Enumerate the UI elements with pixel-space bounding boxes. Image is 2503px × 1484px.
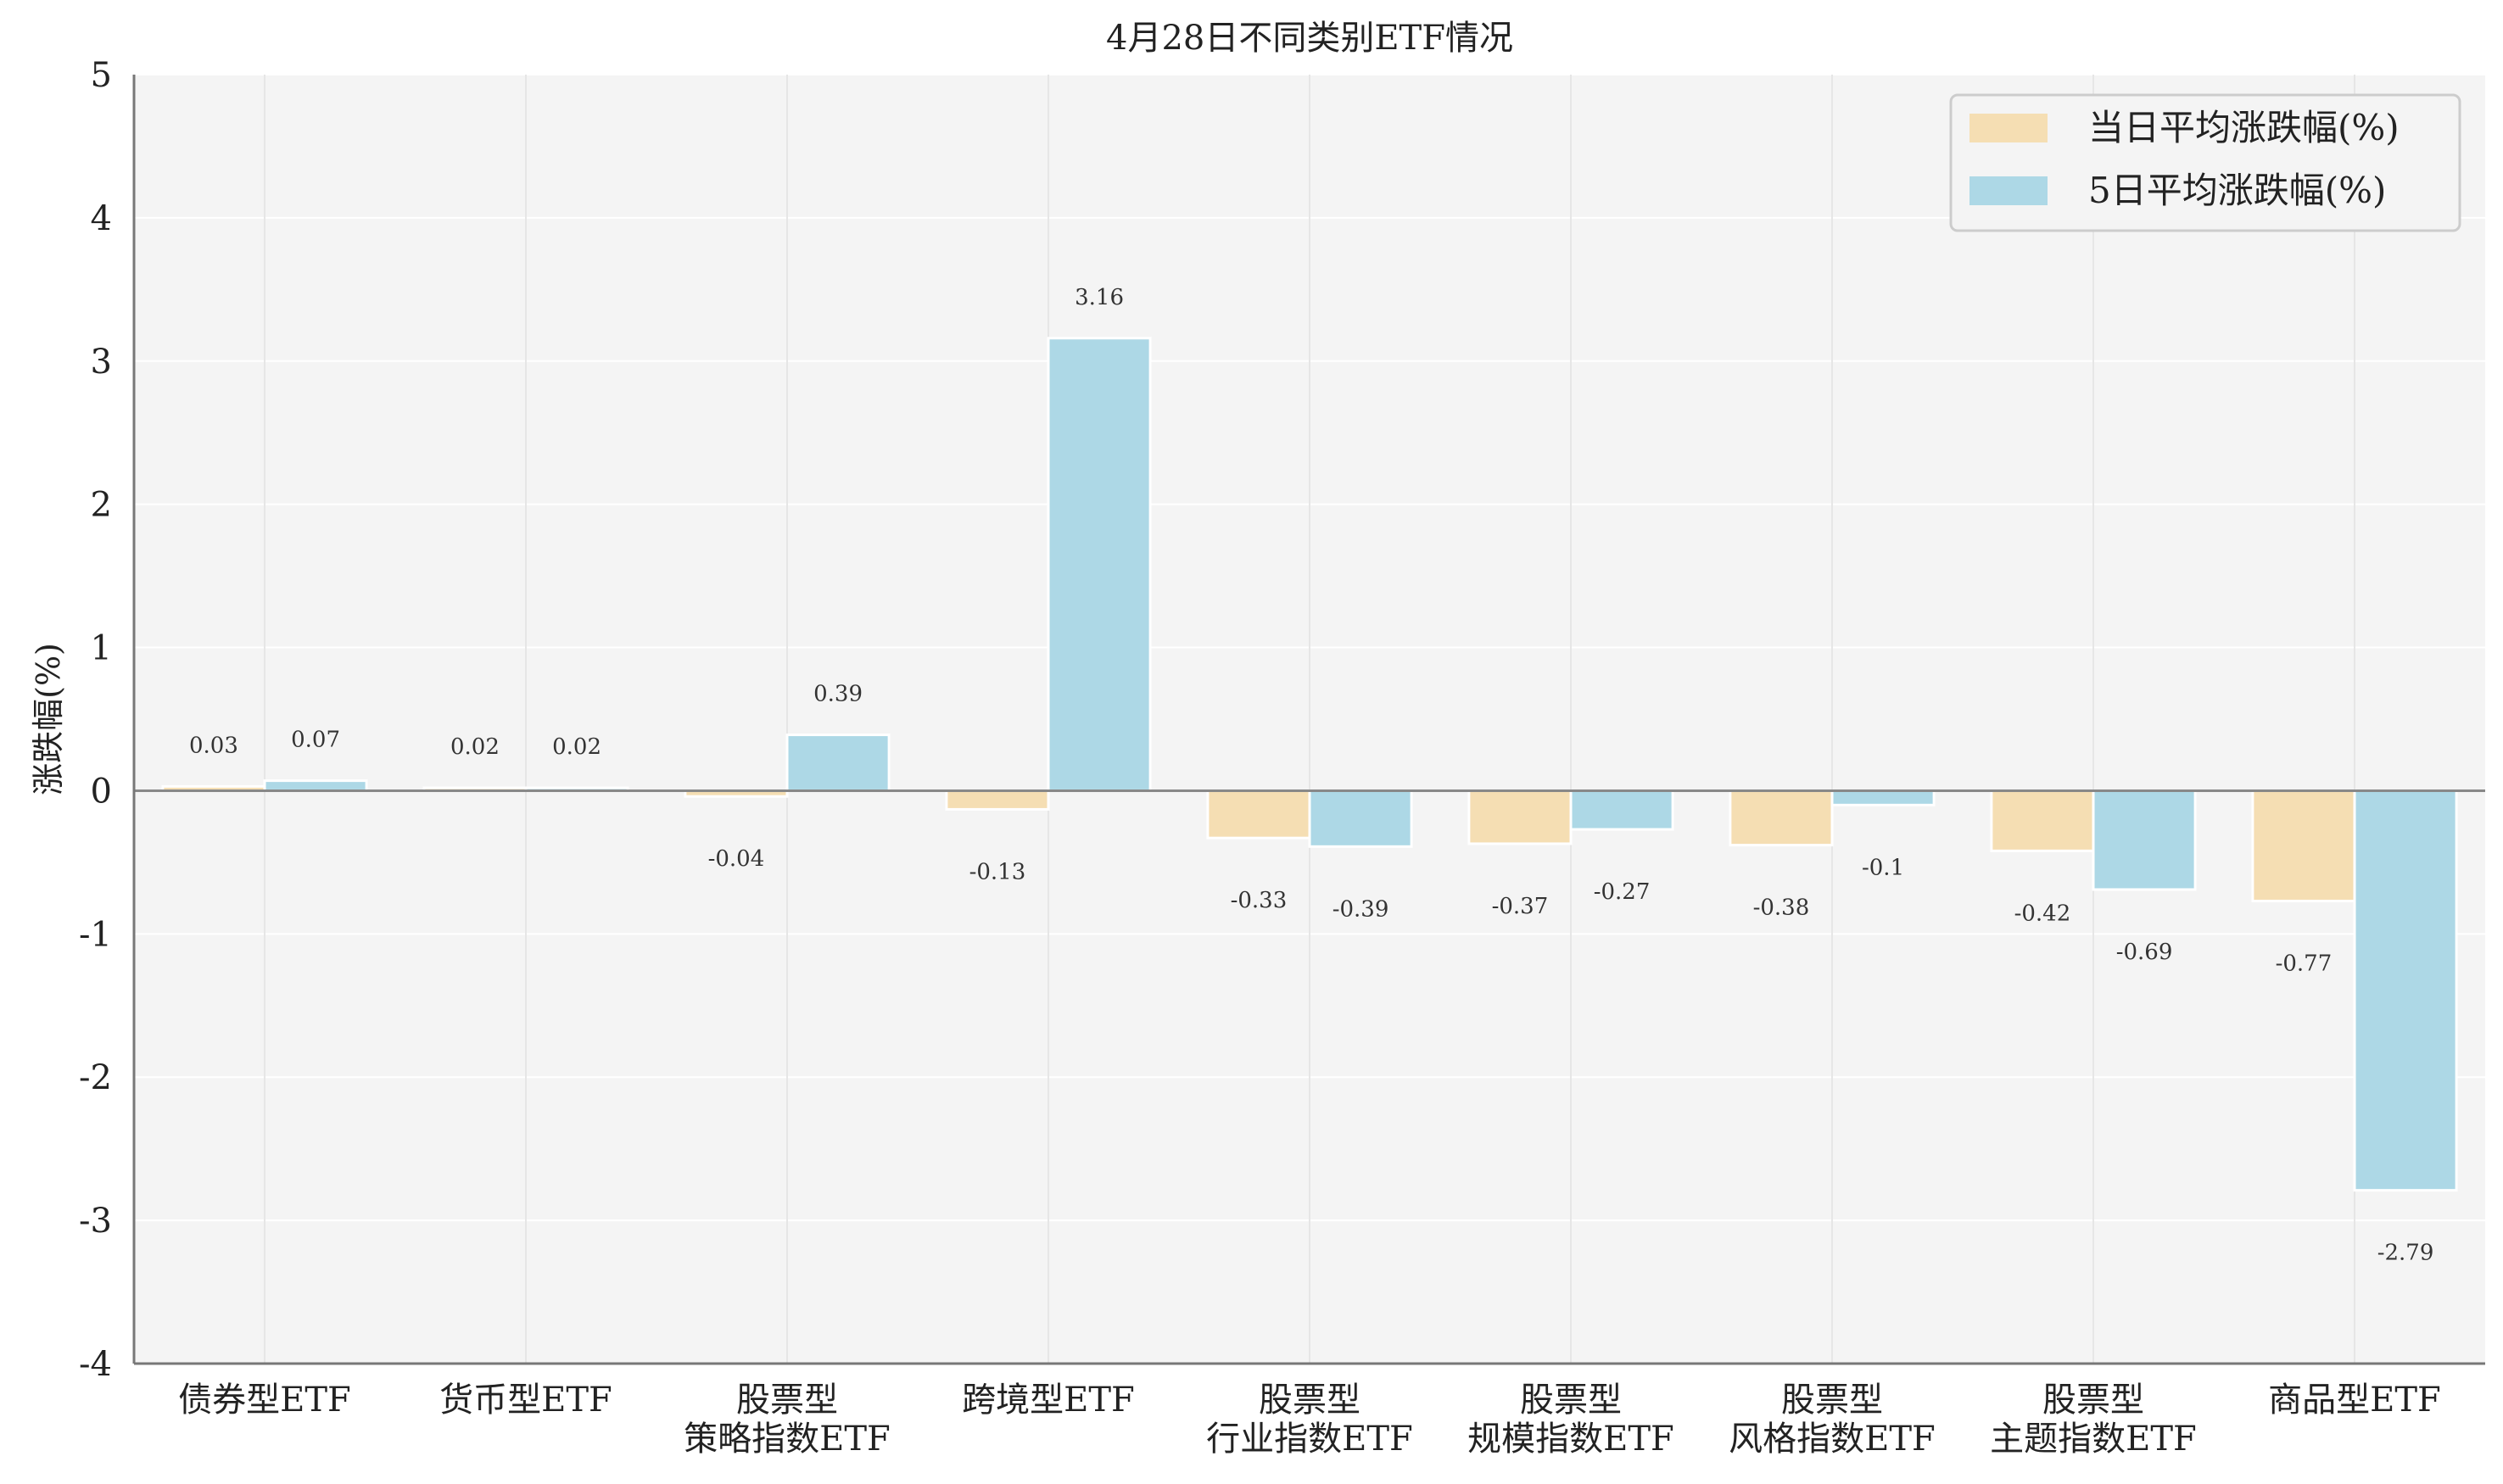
legend-label-5day: 5日平均涨跌幅(%)	[2088, 170, 2386, 211]
daily-bar	[1467, 789, 1573, 845]
data-label: -0.27	[1594, 879, 1651, 905]
y-tick-label: 5	[91, 56, 112, 95]
x-tick-label: 股票型	[1520, 1381, 1622, 1420]
y-tick-label: -1	[79, 915, 112, 954]
y-tick-label: 0	[91, 772, 112, 811]
daily-bar	[2251, 789, 2356, 902]
legend-box	[1949, 93, 2461, 232]
data-label: -0.13	[969, 859, 1026, 884]
data-labels: 0.03 0.02 -0.04 -0.13 -0.33 -0.37 -0.38 -0.42 -0…	[189, 285, 2433, 1266]
y-tick-label: -2	[79, 1058, 112, 1097]
daily-bar	[1729, 789, 1834, 847]
five-day-bar	[2092, 789, 2197, 891]
data-label: -0.69	[2116, 940, 2173, 965]
daily-bar	[1206, 789, 1311, 840]
x-tick-label: 股票型	[1781, 1381, 1883, 1420]
data-label: -0.77	[2276, 951, 2333, 976]
daily-bar	[945, 789, 1050, 811]
five-day-bar	[1308, 789, 1413, 848]
five-day-bar	[1830, 789, 1936, 806]
five-day-bar	[785, 734, 891, 792]
x-tick-label: 股票型	[1259, 1381, 1360, 1420]
x-tick-label: 货币型ETF	[439, 1381, 612, 1420]
y-axis-label: 涨跌幅(%)	[30, 643, 67, 795]
legend: 当日平均涨跌幅(%) 5日平均涨跌幅(%)	[1949, 93, 2461, 232]
data-label: -0.39	[1333, 896, 1389, 922]
x-tick-label: 债券型ETF	[178, 1381, 351, 1420]
legend-label-daily: 当日平均涨跌幅(%)	[2088, 107, 2400, 148]
data-label: -2.79	[2377, 1241, 2434, 1266]
data-label: 0.02	[552, 734, 601, 760]
data-label: -0.38	[1753, 895, 1810, 921]
daily-bar	[1990, 789, 2095, 852]
data-label: 0.07	[291, 728, 340, 753]
x-tick-label: 股票型	[736, 1381, 838, 1420]
five-day-bar	[263, 779, 368, 792]
y-tick-label: -4	[79, 1345, 112, 1384]
y-tick-label: 1	[91, 629, 112, 668]
legend-swatch-5day	[1969, 176, 2048, 205]
x-tick-label: 跨境型ETF	[962, 1381, 1135, 1420]
data-label: 0.39	[813, 682, 863, 707]
y-tick-label: 2	[91, 486, 112, 525]
y-tick-label: 4	[91, 199, 112, 238]
five-day-bar	[1047, 337, 1152, 792]
y-tick-label: 3	[91, 343, 112, 382]
data-label: -0.1	[1862, 855, 1904, 880]
data-label: 3.16	[1075, 285, 1124, 310]
x-tick-label: 规模指数ETF	[1467, 1420, 1674, 1459]
x-tick-label: 策略指数ETF	[684, 1420, 891, 1459]
x-tick-label: 主题指数ETF	[1990, 1420, 2197, 1459]
data-label: -0.37	[1492, 894, 1549, 919]
legend-swatch-daily	[1969, 114, 2048, 142]
data-label: -0.04	[708, 846, 765, 872]
y-tick-labels: -4 -3 -2 -1 0 1 2 3 4 5	[79, 56, 112, 1384]
axes	[132, 75, 2485, 1365]
y-tick-label: -3	[79, 1202, 112, 1241]
x-tick-label: 股票型	[2042, 1381, 2144, 1420]
chart-title: 4月28日不同类别ETF情况	[1106, 19, 1513, 58]
five-day-bar	[2353, 789, 2458, 1192]
x-tick-label: 风格指数ETF	[1729, 1420, 1936, 1459]
data-label: -0.33	[1231, 888, 1288, 913]
data-label: -0.42	[2014, 901, 2071, 926]
x-tick-label: 行业指数ETF	[1206, 1420, 1413, 1459]
data-label: 0.02	[450, 734, 500, 760]
five-day-bar	[1569, 789, 1674, 831]
data-label: 0.03	[189, 733, 238, 758]
x-tick-label: 商品型ETF	[2268, 1381, 2441, 1420]
